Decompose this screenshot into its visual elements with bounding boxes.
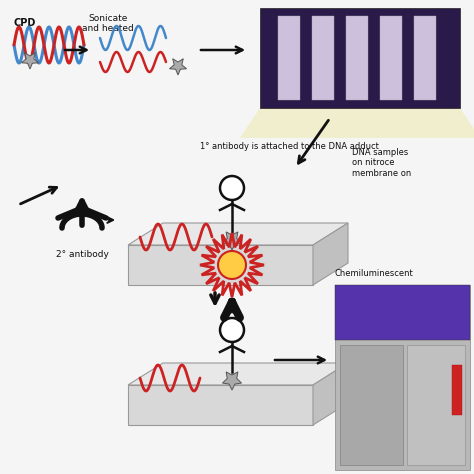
Polygon shape <box>312 16 334 100</box>
Polygon shape <box>414 16 436 100</box>
Polygon shape <box>128 363 348 385</box>
Text: Chemiluminescent: Chemiluminescent <box>335 269 414 278</box>
Polygon shape <box>240 108 474 138</box>
Text: CPD: CPD <box>14 18 36 28</box>
Text: Sonicate
and heated: Sonicate and heated <box>82 14 134 33</box>
Circle shape <box>220 176 244 200</box>
Polygon shape <box>452 365 462 415</box>
Circle shape <box>220 318 244 342</box>
Polygon shape <box>128 245 313 285</box>
Polygon shape <box>380 16 402 100</box>
Polygon shape <box>128 223 348 245</box>
Circle shape <box>218 251 246 279</box>
Polygon shape <box>346 16 368 100</box>
Polygon shape <box>222 372 242 390</box>
Text: 1° antibody is attached to the DNA adduct: 1° antibody is attached to the DNA adduc… <box>200 142 379 151</box>
Polygon shape <box>128 385 313 425</box>
Text: 2° antibody: 2° antibody <box>55 250 109 259</box>
Polygon shape <box>260 8 460 108</box>
Text: DNA samples
on nitroce
membrane on: DNA samples on nitroce membrane on <box>352 148 411 178</box>
Polygon shape <box>222 232 242 250</box>
Polygon shape <box>407 345 465 465</box>
Polygon shape <box>335 285 470 340</box>
Polygon shape <box>313 363 348 425</box>
Polygon shape <box>335 285 470 470</box>
Polygon shape <box>313 223 348 285</box>
Polygon shape <box>340 345 403 465</box>
Polygon shape <box>169 59 187 75</box>
Polygon shape <box>278 16 300 100</box>
Polygon shape <box>21 53 38 69</box>
